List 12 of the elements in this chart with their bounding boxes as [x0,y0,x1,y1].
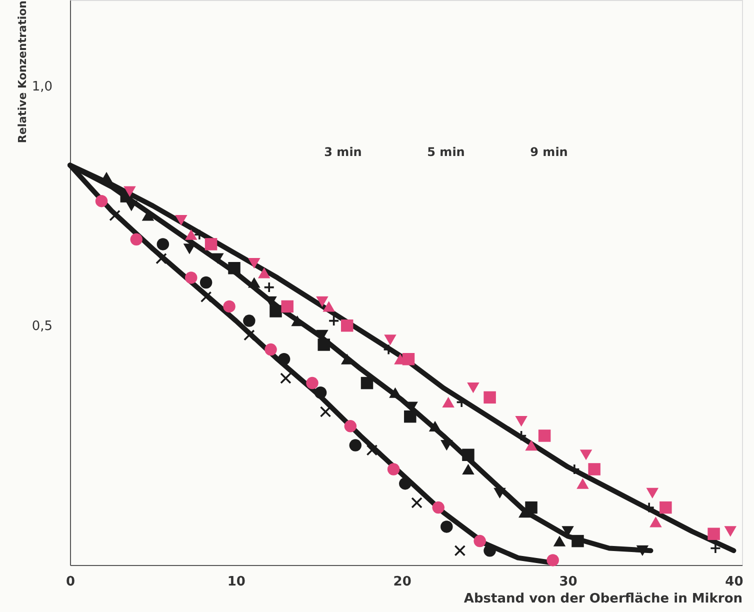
annotation: 9 min [530,145,568,159]
y-tick-label: 1,0 [32,80,52,95]
x-tick-label: 0 [66,574,76,590]
annotation: 5 min [427,145,465,159]
y-tick-label: 0,5 [32,319,52,334]
x-tick-label: 30 [559,574,578,590]
annotation: 3 min [324,145,362,159]
x-axis-title: Abstand von der Oberfläche in Mikron [464,592,742,606]
x-tick-label: 40 [725,574,744,590]
x-tick-label: 20 [393,574,412,590]
x-tick-label: 10 [227,574,246,590]
y-axis-title: Relative Konzentration [16,0,29,144]
